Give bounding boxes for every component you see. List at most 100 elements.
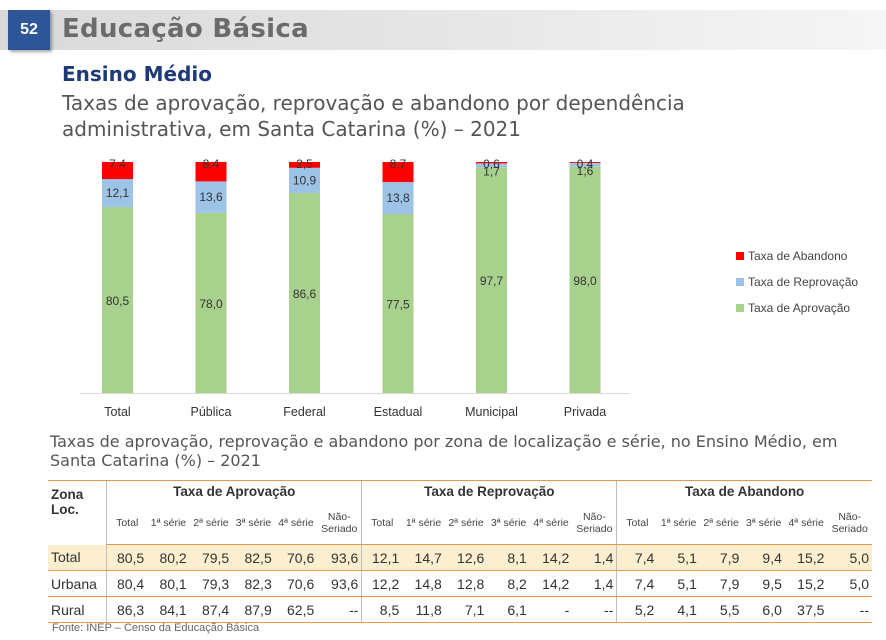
table-cell: 9,4 bbox=[742, 544, 785, 571]
table-cell: -- bbox=[317, 596, 362, 623]
data-label: 2,5 bbox=[296, 157, 313, 171]
page-title: Educação Básica bbox=[62, 14, 309, 44]
table-row: Rural 86,3 84,1 87,4 87,9 62,5 -- 8,5 11,8 7,1 6,1… bbox=[48, 596, 872, 623]
data-label: 13,6 bbox=[199, 190, 223, 204]
table-cell: 5,0 bbox=[827, 544, 872, 571]
column-header: 2ª série bbox=[189, 502, 233, 545]
table-cell: 11,8 bbox=[402, 596, 445, 623]
table-cell: 14,2 bbox=[529, 570, 573, 597]
table-cell: 14,7 bbox=[402, 544, 445, 571]
row-label: Urbana bbox=[48, 570, 107, 597]
table-cell: 93,6 bbox=[317, 544, 362, 571]
table-cell: 79,5 bbox=[189, 544, 233, 571]
bar-segment bbox=[569, 166, 601, 393]
table-cell: 6,1 bbox=[487, 596, 530, 623]
table-cell: 87,9 bbox=[232, 596, 275, 623]
table-cell: -- bbox=[572, 596, 617, 623]
legend-label: Taxa de Abandono bbox=[748, 249, 848, 263]
table-cell: 87,4 bbox=[189, 596, 233, 623]
x-tick-label: Municipal bbox=[465, 405, 518, 419]
column-header: 4ª série bbox=[784, 502, 828, 545]
x-tick-label: Federal bbox=[283, 405, 325, 419]
column-header: 4ª série bbox=[274, 502, 318, 545]
table-cell: 1,4 bbox=[572, 570, 617, 597]
header-band bbox=[0, 10, 886, 50]
table-cell: -- bbox=[827, 596, 872, 623]
column-header: 1ª série bbox=[147, 502, 190, 545]
column-header: 2ª série bbox=[444, 502, 488, 545]
table-cell: 82,3 bbox=[232, 570, 275, 597]
group-header-abandono: Taxa de Abandono bbox=[616, 480, 872, 503]
table-cell: 14,8 bbox=[402, 570, 445, 597]
column-header: 4ª série bbox=[529, 502, 573, 545]
legend-label: Taxa de Reprovação bbox=[748, 275, 858, 289]
table-cell: 14,2 bbox=[529, 544, 573, 571]
table-cell: 15,2 bbox=[784, 570, 828, 597]
bar-segment bbox=[382, 182, 414, 214]
table-cell: 80,5 bbox=[106, 544, 148, 571]
column-header-row: Total 1ª série 2ª série 3ª série 4ª série Não… bbox=[48, 502, 872, 545]
table-cell: 82,5 bbox=[232, 544, 275, 571]
bar-segment bbox=[195, 181, 227, 213]
data-label: 86,6 bbox=[293, 287, 317, 301]
table-cell: 7,9 bbox=[699, 544, 743, 571]
bar-segment bbox=[289, 167, 320, 193]
data-label: 1,7 bbox=[483, 164, 500, 178]
data-label: 12,1 bbox=[106, 186, 130, 200]
data-label: 1,6 bbox=[577, 164, 594, 178]
column-header: 2ª série bbox=[699, 502, 743, 545]
table-cell: 70,6 bbox=[274, 544, 318, 571]
table-cell: 8,1 bbox=[487, 544, 530, 571]
data-label: 97,7 bbox=[480, 274, 504, 288]
bar-segment bbox=[476, 167, 507, 393]
table-cell: 80,2 bbox=[147, 544, 190, 571]
table-cell: 5,5 bbox=[699, 596, 743, 623]
table-cell: 70,6 bbox=[274, 570, 318, 597]
x-tick-label: Total bbox=[104, 405, 130, 419]
table-cell: 9,5 bbox=[742, 570, 785, 597]
bar-segment bbox=[102, 179, 133, 208]
table-cell: 6,0 bbox=[742, 596, 785, 623]
data-label: 77,5 bbox=[386, 297, 410, 311]
x-tick-label: Privada bbox=[564, 405, 606, 419]
zona-header: Zona Loc. bbox=[48, 480, 107, 545]
x-tick-label: Pública bbox=[191, 405, 232, 419]
table-cell: 8,2 bbox=[487, 570, 530, 597]
x-tick-label: Estadual bbox=[374, 405, 423, 419]
table-cell: 1,4 bbox=[572, 544, 617, 571]
column-header: 3ª série bbox=[742, 502, 785, 545]
stacked-bar-chart: 80,5 12,1 7,4 Total 78,0 13,6 8,4 Pública 86,6 10… bbox=[80, 157, 858, 419]
row-label: Total bbox=[48, 544, 107, 571]
legend-swatch bbox=[736, 252, 744, 260]
data-label: 8,4 bbox=[203, 157, 220, 171]
bar-segment bbox=[195, 162, 227, 182]
data-label: 80,5 bbox=[106, 294, 130, 308]
bar-segment bbox=[102, 162, 133, 180]
table-cell: 79,3 bbox=[189, 570, 233, 597]
group-header-aprovacao: Taxa de Aprovação bbox=[106, 480, 362, 503]
legend-swatch bbox=[736, 304, 744, 312]
bar-segment bbox=[382, 213, 414, 393]
table-cell: 86,3 bbox=[106, 596, 148, 623]
legend-swatch bbox=[736, 278, 744, 286]
table-cell: 7,9 bbox=[699, 570, 743, 597]
section-title: Ensino Médio bbox=[62, 62, 212, 86]
column-header: 3ª série bbox=[232, 502, 275, 545]
table-row: Total 80,5 80,2 79,5 82,5 70,6 93,6 12,1 14,7 12,… bbox=[48, 544, 872, 571]
table-cell: 93,6 bbox=[317, 570, 362, 597]
column-header: 1ª série bbox=[657, 502, 700, 545]
table-cell: 15,2 bbox=[784, 544, 828, 571]
table-cell: 5,1 bbox=[657, 570, 700, 597]
column-header: Não-Seriado bbox=[827, 502, 872, 545]
table-cell: 5,1 bbox=[657, 544, 700, 571]
group-header-reprovacao: Taxa de Reprovação bbox=[361, 480, 617, 503]
column-header: Não-Seriado bbox=[572, 502, 617, 545]
table-cell: 12,1 bbox=[361, 544, 403, 571]
table-cell: 7,4 bbox=[616, 544, 658, 571]
data-label: 78,0 bbox=[199, 297, 223, 311]
bar-segment bbox=[382, 162, 414, 183]
bar-segment bbox=[289, 162, 320, 168]
table-cell: 12,6 bbox=[444, 544, 488, 571]
bar-segment bbox=[569, 162, 601, 167]
bar-segment bbox=[476, 163, 507, 168]
